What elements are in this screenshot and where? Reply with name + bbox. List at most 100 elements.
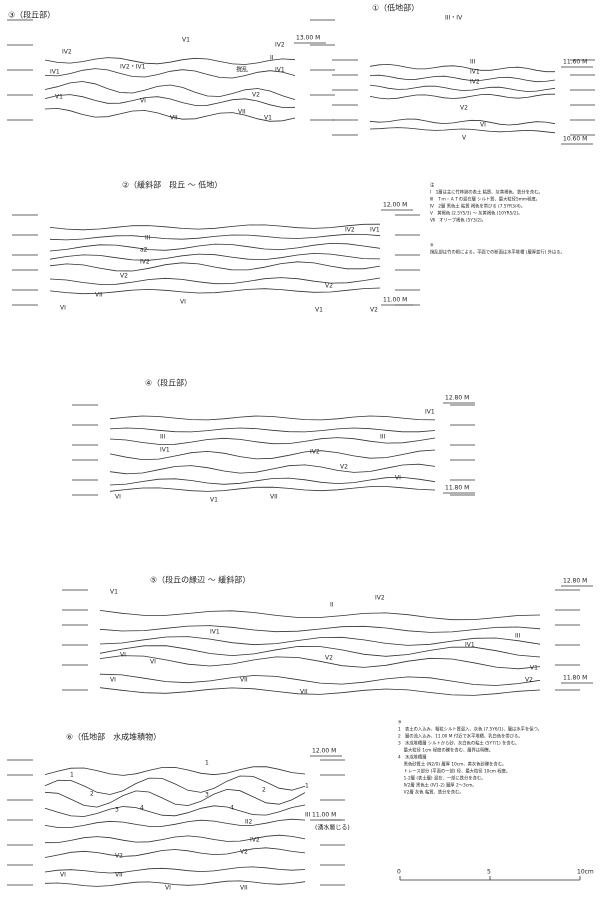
- note-line: 1 表土の入込み、粗粒シルト質混入、灰色 (7.5Y6/1)、層は水平を保つ。: [398, 726, 542, 733]
- layer-label: a2: [140, 247, 148, 254]
- note-line: ※: [398, 720, 402, 726]
- layer-label: VI: [395, 475, 401, 482]
- layer-label: III: [145, 235, 151, 242]
- elevation-label: 11.80 M: [563, 675, 587, 682]
- layer-label: 撹乱: [236, 66, 248, 74]
- layer-boundary: [110, 464, 435, 474]
- layer-label: VI: [60, 305, 66, 312]
- elevation-label: 11.80 M: [445, 485, 469, 492]
- elevation-label: 11.00 M: [383, 297, 407, 304]
- section-title: ②（緩斜部 段丘 ～ 低地）: [122, 180, 222, 190]
- layer-label: III・IV: [445, 15, 463, 22]
- layer-label: VI: [110, 677, 116, 684]
- scale-label: 5: [487, 869, 491, 876]
- section-title: ④（段丘部）: [145, 378, 192, 388]
- layer-boundary: [100, 626, 540, 633]
- layer-boundary: [100, 656, 540, 669]
- layer-label: III: [515, 633, 521, 640]
- layer-label: V2: [240, 849, 248, 856]
- layer-label: VII: [115, 872, 123, 879]
- layer-label: VI: [60, 872, 66, 879]
- layer-label: V: [462, 135, 467, 142]
- layer-boundary: [110, 428, 435, 432]
- layer-label: IV2: [250, 837, 260, 844]
- layer-label: V1: [315, 307, 323, 314]
- layer-label: IV1: [425, 409, 435, 416]
- layer-label: 1: [305, 783, 309, 790]
- layer-label: VII: [238, 109, 246, 116]
- layer-label: V2: [120, 273, 128, 280]
- layer-boundary: [45, 776, 305, 795]
- layer-label: VII: [300, 689, 308, 696]
- layer-boundary: [370, 85, 555, 91]
- layer-label: VI: [480, 122, 486, 129]
- note-line: Ⅳ2層 黒色土 (Ⅳ1-2) 層厚 2～3cm。: [398, 782, 477, 789]
- layer-label: V2: [325, 655, 333, 662]
- layer-label: V2: [525, 677, 533, 684]
- layer-label: IV2: [375, 595, 385, 602]
- section-title: ③（段丘部）: [8, 10, 55, 20]
- layer-label: 4: [140, 805, 144, 812]
- layer-boundary: [370, 75, 555, 82]
- layer-label: IV1: [275, 67, 285, 74]
- layer-label: II: [270, 55, 274, 62]
- layer-label: III: [305, 812, 311, 819]
- layer-boundary: [110, 416, 435, 420]
- note-line: 2 層の流入込み、11.00 M 付近で水平堆積、乳白色を帯びる。: [398, 733, 523, 740]
- layer-label: V2: [252, 92, 260, 99]
- layer-label: 1: [205, 760, 209, 767]
- elevation-label: 10.60 M: [563, 136, 587, 143]
- layer-boundary: [110, 487, 435, 492]
- layer-label: VI: [140, 98, 146, 105]
- layer-label: III: [380, 434, 386, 441]
- layer-label: IV2・IV1: [120, 64, 146, 71]
- layer-label: V2: [370, 307, 378, 314]
- note-line: 4 水成堆積層: [398, 754, 427, 761]
- layer-boundary: [45, 805, 305, 817]
- note-line: Ⅴ2層 灰色 粘質、鉄分を含む。: [398, 789, 464, 796]
- note-line: 黒色砂質土 (N2/0) 層厚 10cm、黄灰色砂礫を含む。: [398, 761, 506, 768]
- layer-label: V2: [460, 105, 468, 112]
- layer-boundary: [45, 819, 305, 827]
- layer-label: VII: [270, 494, 278, 501]
- layer-label: 2: [90, 791, 94, 798]
- layer-label: III: [160, 434, 166, 441]
- layer-boundary: [100, 688, 540, 696]
- layer-label: IV1: [370, 227, 380, 234]
- layer-label: IV2: [470, 79, 480, 86]
- layer-boundary: [100, 674, 540, 685]
- layer-label: IV2: [62, 49, 72, 56]
- layer-label: 1: [70, 772, 74, 779]
- layer-label: VI: [150, 659, 156, 666]
- layer-label: IV1: [210, 629, 220, 636]
- layer-boundary: [110, 450, 435, 460]
- layer-label: 3: [205, 792, 209, 799]
- elevation-label: 12.00 M: [312, 748, 336, 755]
- layer-boundary: [45, 848, 305, 858]
- layer-label: IV1: [160, 447, 170, 454]
- layer-label: V1: [55, 94, 63, 101]
- layer-boundary: [50, 253, 380, 260]
- section-title: ①（低地部）: [372, 3, 419, 13]
- layer-label: II: [330, 602, 334, 609]
- scale-label: 10cm: [577, 869, 594, 876]
- layer-label: VII: [170, 115, 178, 122]
- layer-label: 4: [230, 805, 234, 812]
- note-line: Ⅳ 2層 黒色土 粘質 褐色を帯びる (7.5YR3/4)。: [430, 203, 525, 210]
- note-line: 1-2層 (表土層) 混在、一部に鉄分を含む。: [398, 775, 486, 782]
- layer-boundary: [110, 477, 435, 485]
- layer-label: VII: [240, 885, 248, 892]
- layer-boundary: [50, 243, 380, 251]
- layer-label: 2: [262, 787, 266, 794]
- section-title: ⑥（低地部 水成堆積物）: [66, 732, 161, 742]
- layer-label: V1: [182, 37, 190, 44]
- layer-label: IV2: [345, 227, 355, 234]
- note-line: 3 水成堆積層 シルトから砂、灰白色の粘土 (5Y7/1) を含む。: [398, 740, 519, 747]
- layer-label: V1: [210, 497, 218, 504]
- layer-boundary: [45, 69, 295, 78]
- elevation-label: 11.60 M: [563, 59, 587, 66]
- layer-boundary: [45, 881, 305, 887]
- scale-label: 0: [397, 869, 401, 876]
- layer-label: VI: [115, 494, 121, 501]
- layer-boundary: [50, 262, 380, 271]
